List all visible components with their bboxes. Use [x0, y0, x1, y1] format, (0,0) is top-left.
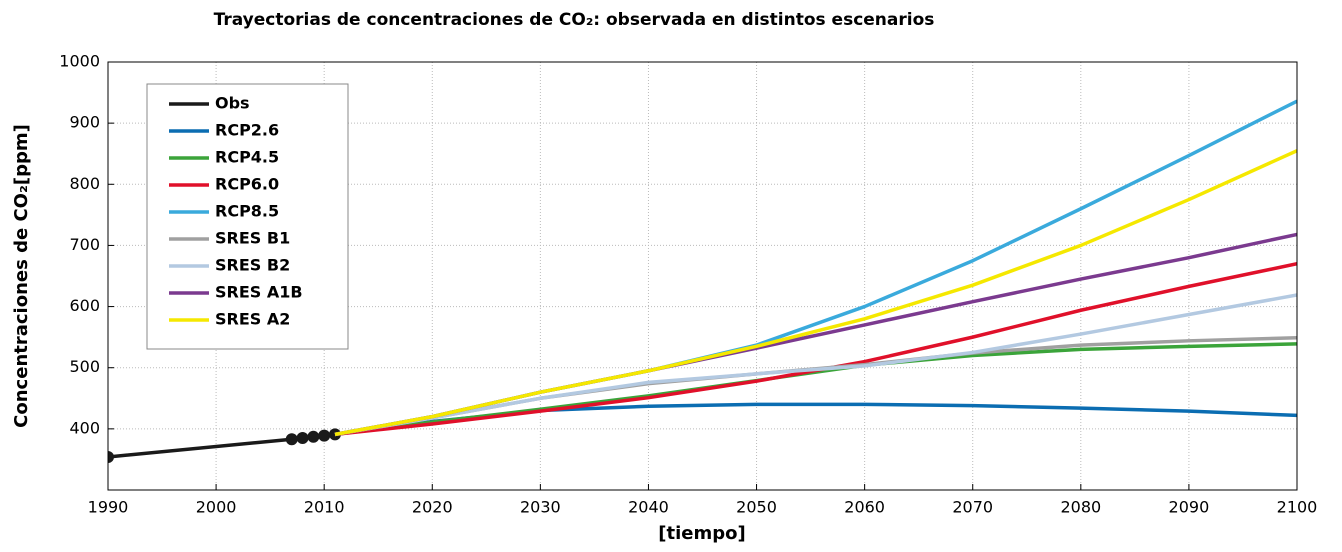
x-tick-label: 2010	[304, 498, 345, 517]
data-point	[108, 450, 114, 463]
data-point	[285, 433, 298, 446]
y-tick-label: 700	[69, 235, 100, 254]
y-tick-label: 1000	[59, 52, 100, 71]
axes-frame	[107, 61, 1298, 491]
legend-label: RCP4.5	[215, 148, 279, 167]
x-tick-label: 2080	[1060, 498, 1101, 517]
x-tick-label: 2100	[1277, 498, 1318, 517]
y-tick-label: 600	[69, 296, 100, 315]
x-tick-label: 2060	[844, 498, 885, 517]
legend: Obs RCP2.6 RCP4.5 RCP6.0 RCP8.5 SRES B1 SRES B…	[146, 83, 349, 350]
legend-label: SRES B1	[215, 229, 290, 248]
series-line	[334, 293, 1297, 437]
y-tick-label: 500	[69, 357, 100, 376]
legend-label: RCP8.5	[215, 202, 279, 221]
plot-area	[108, 99, 1297, 463]
legend-label: RCP2.6	[215, 121, 279, 140]
series-line	[334, 99, 1297, 437]
x-tick-label: 2020	[412, 498, 453, 517]
y-tick-label: 400	[69, 418, 100, 437]
x-tick-label: 2000	[196, 498, 237, 517]
x-tick-label: 2050	[736, 498, 777, 517]
legend-label: Obs	[215, 94, 250, 113]
x-tick-label: 2030	[520, 498, 561, 517]
data-point	[296, 432, 309, 445]
data-point	[318, 429, 331, 442]
legend-label: SRES A2	[215, 310, 290, 329]
x-tick-label: 1990	[88, 498, 129, 517]
legend-label: RCP6.0	[215, 175, 279, 194]
grid: 1990 2000 2010 2020 2030 2040 2050 2060 2070 2080…	[59, 52, 1317, 517]
y-axis-label: Concentraciones de CO₂[ppm]	[11, 124, 32, 428]
x-tick-label: 2040	[628, 498, 669, 517]
chart-title: Trayectorias de concentraciones de CO₂: …	[214, 10, 935, 30]
x-tick-label: 2070	[952, 498, 993, 517]
series-line	[334, 149, 1297, 437]
x-tick-label: 2090	[1169, 498, 1210, 517]
x-axis-label: [tiempo]	[658, 523, 745, 544]
legend-box	[146, 83, 349, 350]
series-line	[334, 342, 1297, 437]
legend-label: SRES B2	[215, 256, 290, 275]
legend-label: SRES A1B	[215, 283, 303, 302]
y-tick-label: 900	[69, 113, 100, 132]
data-point	[307, 430, 320, 443]
y-tick-label: 800	[69, 174, 100, 193]
